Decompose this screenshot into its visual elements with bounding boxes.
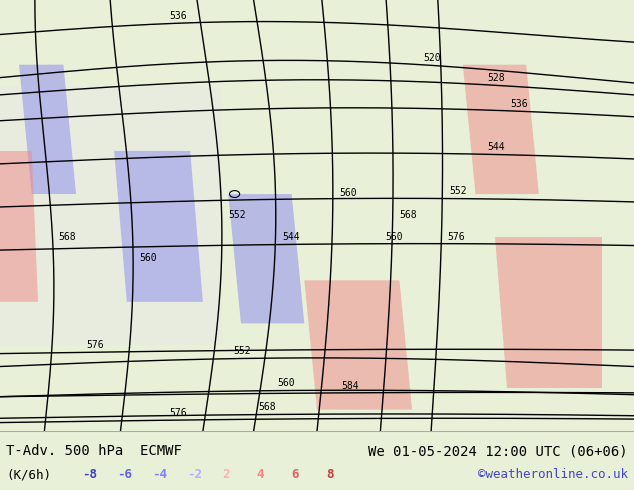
Text: 568: 568: [59, 231, 77, 242]
Text: 552: 552: [450, 187, 467, 196]
Text: 528: 528: [488, 73, 505, 83]
Text: 560: 560: [278, 378, 295, 389]
Text: 520: 520: [424, 53, 441, 63]
Text: -4: -4: [152, 468, 167, 481]
Text: 560: 560: [139, 253, 157, 263]
Text: 6: 6: [292, 468, 299, 481]
Text: -6: -6: [117, 468, 133, 481]
Text: 8: 8: [327, 468, 334, 481]
Text: 536: 536: [169, 11, 187, 21]
Text: 552: 552: [228, 210, 245, 220]
Text: T-Adv. 500 hPa  ECMWF: T-Adv. 500 hPa ECMWF: [6, 444, 182, 458]
Text: 560: 560: [339, 188, 357, 198]
Text: 584: 584: [341, 381, 359, 391]
Text: (K/6h): (K/6h): [6, 468, 51, 481]
Text: 544: 544: [488, 142, 505, 152]
Text: 576: 576: [87, 340, 104, 350]
Text: 576: 576: [448, 231, 465, 242]
Text: 568: 568: [399, 210, 417, 220]
Text: 2: 2: [222, 468, 230, 481]
Text: 560: 560: [385, 231, 403, 242]
Text: 536: 536: [510, 99, 528, 109]
Text: 552: 552: [233, 346, 250, 356]
Text: 544: 544: [282, 231, 299, 242]
Text: 568: 568: [259, 402, 276, 413]
Text: 4: 4: [257, 468, 264, 481]
Text: We 01-05-2024 12:00 UTC (06+06): We 01-05-2024 12:00 UTC (06+06): [368, 444, 628, 458]
Text: -2: -2: [187, 468, 202, 481]
Text: ©weatheronline.co.uk: ©weatheronline.co.uk: [477, 468, 628, 481]
Text: 576: 576: [169, 408, 187, 418]
Text: -8: -8: [82, 468, 98, 481]
